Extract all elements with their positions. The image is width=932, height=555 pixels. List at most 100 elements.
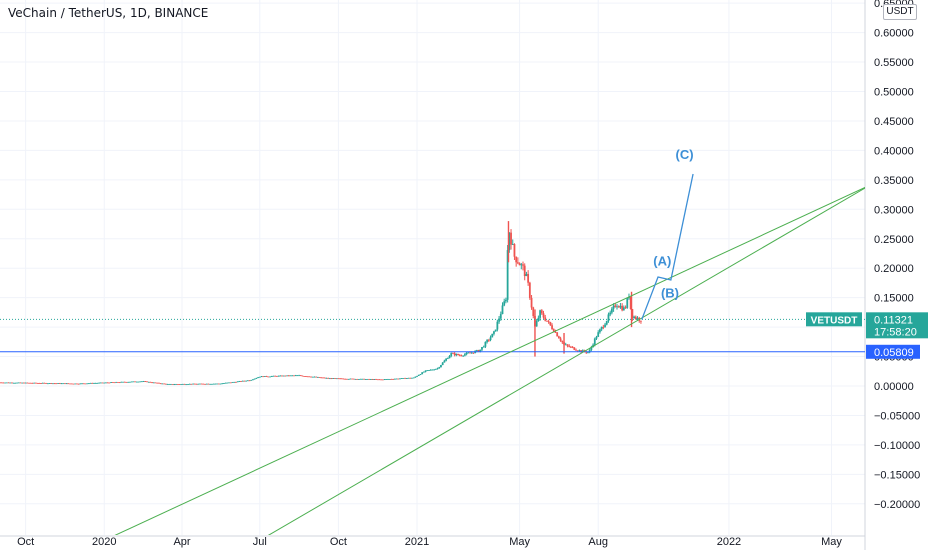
candle-body bbox=[277, 375, 280, 377]
candle-body bbox=[547, 321, 550, 323]
candle-body bbox=[154, 382, 157, 384]
candle bbox=[397, 378, 400, 380]
candle-body bbox=[323, 377, 326, 379]
candle bbox=[455, 353, 458, 357]
candle-body bbox=[559, 338, 562, 341]
y-tick-label: 0.45000 bbox=[874, 116, 914, 128]
candle bbox=[240, 381, 242, 382]
candle-body bbox=[46, 383, 49, 385]
candle-body bbox=[311, 376, 314, 378]
candle-body bbox=[465, 352, 468, 355]
candle bbox=[137, 381, 140, 383]
candle-body bbox=[91, 382, 94, 384]
candle bbox=[487, 338, 490, 342]
candle bbox=[81, 383, 83, 385]
candle bbox=[299, 375, 302, 377]
candle-body bbox=[16, 382, 18, 384]
candle-body bbox=[7, 382, 10, 384]
candle-body bbox=[395, 378, 398, 380]
candle-body bbox=[221, 383, 224, 385]
candle-body bbox=[361, 378, 364, 380]
y-tick-label: 0.15000 bbox=[874, 293, 914, 305]
candle bbox=[438, 366, 441, 369]
candle bbox=[135, 381, 138, 383]
y-tick-label: 0.55000 bbox=[874, 57, 914, 69]
candle-body bbox=[318, 377, 321, 378]
candle-body bbox=[170, 384, 172, 385]
candle bbox=[434, 368, 437, 370]
candle-body bbox=[233, 381, 236, 383]
candle-body bbox=[554, 331, 557, 333]
candle-body bbox=[275, 375, 278, 377]
candle bbox=[530, 294, 533, 310]
candle-body bbox=[387, 379, 389, 380]
candle-body bbox=[168, 384, 171, 385]
candle bbox=[335, 378, 338, 380]
candle-body bbox=[383, 379, 386, 381]
candle-body bbox=[404, 378, 406, 379]
candle-body bbox=[363, 378, 365, 380]
candle-body bbox=[158, 382, 160, 384]
candle-body bbox=[528, 282, 531, 298]
candle bbox=[289, 375, 292, 377]
candle bbox=[349, 378, 352, 380]
currency-button[interactable]: USDT bbox=[883, 4, 917, 20]
candle bbox=[140, 381, 143, 383]
candle-body bbox=[17, 382, 20, 384]
candle-body bbox=[421, 372, 424, 375]
candle-body bbox=[450, 353, 453, 356]
candle bbox=[128, 381, 131, 383]
candle-body bbox=[499, 314, 502, 319]
candle bbox=[506, 245, 509, 303]
candle bbox=[243, 380, 246, 382]
candle bbox=[559, 336, 562, 342]
candle-body bbox=[53, 383, 56, 385]
candle bbox=[515, 256, 518, 267]
candle-body bbox=[417, 374, 420, 376]
candle bbox=[207, 383, 210, 385]
candle bbox=[380, 379, 383, 381]
candle bbox=[38, 382, 41, 384]
candle-body bbox=[412, 377, 415, 379]
candle-body bbox=[443, 360, 446, 363]
candle-body bbox=[325, 377, 328, 379]
candle bbox=[310, 376, 312, 378]
candle bbox=[376, 379, 379, 381]
candle-body bbox=[455, 353, 458, 356]
candle bbox=[293, 375, 295, 377]
candle-body bbox=[127, 381, 130, 383]
candle bbox=[82, 383, 85, 385]
candle bbox=[224, 382, 227, 384]
candle bbox=[569, 345, 572, 348]
candle bbox=[212, 383, 215, 385]
candle-body bbox=[101, 382, 104, 384]
candle bbox=[255, 377, 258, 379]
candle bbox=[390, 378, 393, 380]
candle bbox=[11, 382, 13, 384]
candle-body bbox=[530, 297, 533, 308]
candle bbox=[373, 378, 376, 380]
candle-body bbox=[281, 375, 283, 377]
candle-body bbox=[135, 381, 138, 383]
wave-projection bbox=[641, 173, 694, 320]
x-tick-label: Oct bbox=[17, 536, 34, 548]
candle-body bbox=[52, 383, 54, 385]
candle-body bbox=[253, 378, 256, 380]
candle bbox=[168, 383, 171, 385]
candle-body bbox=[122, 381, 124, 383]
candle-body bbox=[205, 383, 208, 385]
candle-body bbox=[344, 378, 347, 380]
candle bbox=[258, 376, 261, 378]
candle-body bbox=[147, 381, 150, 383]
candle-body bbox=[180, 384, 183, 385]
candle-body bbox=[219, 383, 222, 385]
candle-body bbox=[636, 317, 639, 319]
candle bbox=[450, 352, 453, 358]
candle-body bbox=[542, 313, 545, 318]
candle bbox=[633, 315, 635, 319]
candle-body bbox=[226, 382, 229, 384]
candle-body bbox=[183, 383, 186, 385]
x-tick-label: May bbox=[509, 536, 530, 548]
